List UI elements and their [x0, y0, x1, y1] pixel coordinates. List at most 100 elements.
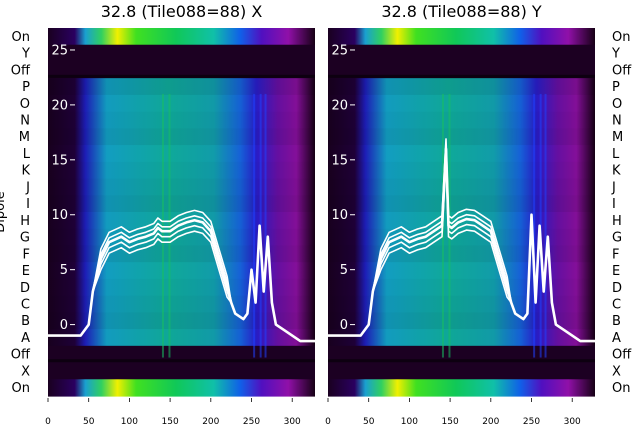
heatmap-row-shade [328, 295, 595, 313]
dipole-label: J [611, 180, 616, 195]
heatmap-row-shade [48, 78, 315, 96]
heatmap-divider [48, 359, 315, 363]
heatmap-row [328, 228, 595, 247]
dipole-label: On [612, 381, 630, 396]
spectrum-line [48, 224, 315, 342]
heatmap-row [48, 128, 315, 146]
heatmap-row [328, 329, 595, 347]
heatmap-row [48, 94, 315, 113]
dipole-label: J [25, 180, 30, 195]
y-tick-label: 10 [331, 208, 348, 223]
heatmap-row [328, 145, 595, 163]
heatmap-row-shade [328, 329, 595, 347]
heatmap-row [48, 145, 315, 163]
dipole-label: H [612, 214, 622, 229]
heatmap-row [328, 111, 595, 129]
dipole-label: P [612, 80, 620, 95]
heatmap-row [328, 94, 595, 113]
heatmap-row-shade [328, 111, 595, 129]
dipole-label: Off [612, 348, 632, 363]
heatmap-row [48, 362, 315, 380]
dipole-label: X [21, 364, 30, 379]
heatmap-row-shade [48, 329, 315, 347]
y-tick-label: 15 [51, 153, 68, 168]
heatmap-row-shade [328, 228, 595, 247]
heatmap-streak [544, 93, 547, 358]
heatmap-divider [48, 74, 315, 78]
heatmap-row [48, 111, 315, 129]
heatmap-row-shade [328, 312, 595, 330]
x-tick-label: 150 [162, 417, 179, 427]
heatmap-row [48, 195, 315, 213]
dipole-label: H [20, 214, 30, 229]
heatmap-row-shade [328, 128, 595, 146]
dipole-label: X [612, 364, 621, 379]
heatmap-row [328, 362, 595, 380]
heatmap-row-shade [48, 111, 315, 129]
x-tick-label: 300 [564, 417, 581, 427]
x-tick-label: 250 [523, 417, 540, 427]
y-tick-label: 0 [340, 318, 348, 333]
x-tick-label: 150 [442, 417, 459, 427]
y-tick-label: 15 [331, 153, 348, 168]
heatmap-row-shade [328, 94, 595, 113]
heatmap-row [328, 78, 595, 96]
dipole-label: N [20, 114, 30, 129]
x-tick-label: 300 [284, 417, 301, 427]
heatmap-row-shade [48, 245, 315, 263]
dipole-label: G [612, 231, 622, 246]
heatmap-row-shade [328, 278, 595, 297]
heatmap-row-shade [328, 262, 595, 280]
dipole-label: F [23, 247, 30, 262]
heatmap-row [328, 161, 595, 180]
x-tick-label: 0 [325, 417, 331, 427]
dipole-label: On [12, 30, 30, 45]
dipole-label: D [20, 281, 30, 296]
heatmap-row [328, 44, 595, 63]
dipole-label: F [612, 247, 619, 262]
heatmap-row [48, 379, 315, 397]
dipole-label: Off [11, 63, 31, 78]
heatmap-row [328, 345, 595, 364]
heatmap-row-shade [328, 78, 595, 96]
heatmap-row-shade [48, 295, 315, 313]
heatmap-row [48, 329, 315, 347]
x-tick-label: 200 [482, 417, 499, 427]
dipole-label: I [26, 197, 30, 212]
x-tick-label: 100 [401, 417, 418, 427]
dipole-label: M [19, 130, 30, 145]
y-tick-label: 20 [331, 98, 348, 113]
heatmap-row-shade [48, 228, 315, 247]
y-tick-label: 0 [60, 318, 68, 333]
heatmap-row [48, 312, 315, 330]
heatmap-row [328, 312, 595, 330]
dipole-label: O [612, 97, 622, 112]
y-tick-label: 10 [51, 208, 68, 223]
heatmap-row [48, 161, 315, 180]
heatmap-row [328, 178, 595, 196]
heatmap-row [48, 178, 315, 196]
heatmap-streak [168, 93, 171, 358]
heatmap-row [328, 379, 595, 397]
dipole-label: K [612, 164, 621, 179]
heatmap-row-shade [48, 145, 315, 163]
x-tick-label: 50 [83, 417, 95, 427]
dipole-label: P [22, 80, 30, 95]
y-tick-label: 25 [331, 43, 348, 58]
dipole-label: D [612, 281, 622, 296]
heatmap-row [48, 78, 315, 96]
heatmap-streak [253, 93, 256, 358]
dipole-label: O [20, 97, 30, 112]
y-tick-label: 5 [340, 263, 348, 278]
dipole-label: K [21, 164, 30, 179]
heatmap-row [48, 28, 315, 46]
dipole-label: On [612, 30, 630, 45]
heatmap-streak [533, 93, 536, 358]
y-axis-label: Dipole [0, 191, 8, 232]
heatmap-row [48, 44, 315, 63]
dipole-label: A [612, 331, 621, 346]
dipole-label: I [612, 197, 616, 212]
x-tick-label: 200 [202, 417, 219, 427]
